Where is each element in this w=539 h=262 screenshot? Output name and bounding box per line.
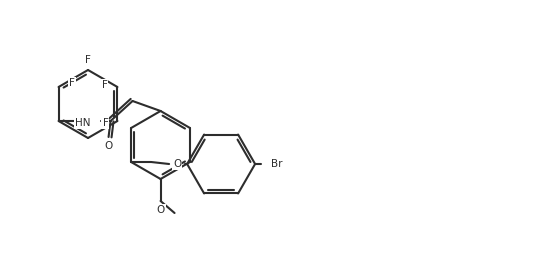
Text: O: O: [156, 205, 165, 215]
Text: O: O: [105, 141, 113, 151]
Text: F: F: [68, 78, 74, 88]
Text: F: F: [85, 55, 91, 65]
Text: HN: HN: [75, 118, 91, 128]
Text: O: O: [173, 159, 181, 169]
Text: F: F: [102, 118, 108, 128]
Text: Br: Br: [271, 159, 282, 169]
Text: F: F: [101, 80, 107, 90]
